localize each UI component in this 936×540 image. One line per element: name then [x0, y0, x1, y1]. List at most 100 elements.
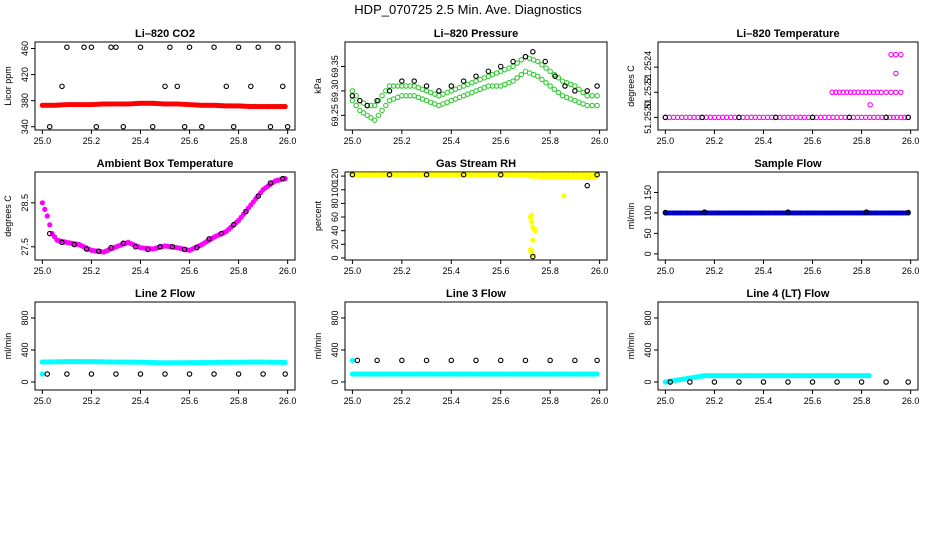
x-tick-label: 25.8: [853, 266, 871, 276]
data-point: [368, 115, 374, 121]
data-point: [847, 89, 854, 96]
x-tick-label: 25.0: [34, 396, 52, 406]
x-tick-label: 25.0: [344, 136, 362, 146]
data-point: [894, 114, 900, 121]
data-point: [88, 44, 95, 50]
data-point: [539, 76, 545, 83]
x-tick-label: 25.2: [393, 136, 411, 146]
data-point: [858, 379, 865, 385]
data-point: [374, 97, 380, 104]
data-point: [357, 97, 363, 104]
x-tick-label: 25.6: [804, 396, 822, 406]
data-point: [71, 241, 77, 248]
data-point: [423, 171, 430, 178]
data-point: [279, 175, 286, 182]
data-point: [108, 244, 114, 251]
data-point: [364, 112, 370, 119]
data-point: [282, 359, 288, 365]
data-point: [552, 73, 558, 79]
y-axis-label: ml/min: [626, 203, 636, 230]
data-point: [893, 51, 899, 58]
data-point: [589, 102, 595, 109]
data-point: [518, 57, 525, 63]
data-point: [386, 171, 393, 178]
data-point: [530, 253, 536, 260]
data-point: [809, 114, 816, 121]
y-tick-label: 420: [20, 67, 30, 82]
x-tick-label: 25.6: [181, 396, 199, 406]
y-tick-label: 51.2522: [643, 76, 653, 109]
data-point: [699, 114, 705, 121]
x-tick-label: 25.4: [755, 136, 773, 146]
data-point: [282, 103, 288, 110]
y-tick-label: 400: [330, 342, 340, 357]
data-point: [863, 209, 870, 215]
data-point: [83, 246, 90, 252]
chart-panel: Line 3 Flow ml/min 25.0 25.2 25.4 25.6 25.8 26.…: [313, 288, 608, 406]
x-tick-label: 26.0: [279, 136, 297, 146]
data-point: [349, 93, 356, 99]
data-point: [551, 86, 558, 93]
x-tick-label: 26.0: [591, 396, 609, 406]
data-point: [186, 371, 193, 377]
chart-title: Ambient Box Temperature: [97, 158, 234, 170]
plot-frame: [657, 171, 919, 261]
data-point: [594, 102, 600, 109]
data-point: [890, 114, 897, 121]
x-tick-label: 26.0: [279, 396, 297, 406]
y-tick-label: 0: [643, 251, 653, 256]
data-point: [701, 209, 708, 215]
data-point: [510, 58, 516, 65]
chart-panel: Line 2 Flow ml/min 25.0 25.2 25.4 25.6 25.8 26.…: [3, 288, 296, 406]
x-tick-label: 25.0: [344, 396, 362, 406]
data-point: [522, 357, 529, 364]
data-point: [349, 88, 356, 94]
x-tick-label: 25.4: [132, 136, 150, 146]
data-point: [883, 379, 889, 385]
data-point: [59, 239, 65, 246]
y-tick-label: 50: [643, 228, 653, 238]
y-tick-label: 0: [330, 379, 340, 384]
data-point: [284, 123, 291, 130]
x-tick-label: 25.6: [492, 136, 510, 146]
data-point: [174, 83, 181, 90]
data-point: [662, 114, 669, 121]
data-point: [399, 357, 405, 364]
data-point: [529, 212, 535, 218]
data-point: [662, 209, 669, 216]
y-axis-label: degrees C: [626, 65, 636, 107]
data-point: [360, 110, 367, 116]
x-tick-label: 25.2: [706, 266, 724, 276]
data-point: [211, 371, 217, 377]
y-axis-label: Licor ppm: [3, 66, 13, 106]
data-point: [379, 93, 385, 99]
data-point: [594, 357, 600, 364]
chart-title: Li–820 Pressure: [434, 28, 518, 40]
y-tick-label: 69.30: [330, 80, 340, 103]
data-point: [47, 222, 53, 228]
x-tick-label: 26.0: [902, 396, 920, 406]
data-point: [282, 371, 288, 377]
x-tick-label: 25.8: [541, 396, 559, 406]
data-point: [354, 357, 361, 364]
data-point: [149, 123, 156, 130]
y-tick-label: 69.25: [330, 104, 340, 127]
data-point: [760, 379, 767, 385]
x-tick-label: 25.2: [393, 396, 411, 406]
data-point: [460, 78, 467, 84]
x-tick-label: 25.8: [230, 396, 248, 406]
data-point: [223, 83, 230, 90]
plot-frame: [344, 41, 608, 131]
data-point: [473, 357, 479, 364]
data-point: [39, 371, 45, 377]
data-point: [145, 246, 151, 253]
data-point: [584, 102, 590, 109]
data-point: [589, 93, 595, 99]
chart-panel: Li–820 CO2 Licor ppm 25.0 25.2 25.4 25.6 25.8 2…: [3, 28, 296, 146]
x-tick-label: 25.8: [230, 266, 248, 276]
data-point: [132, 244, 139, 250]
data-point: [44, 213, 50, 219]
data-point: [529, 219, 535, 225]
data-point: [584, 93, 590, 99]
